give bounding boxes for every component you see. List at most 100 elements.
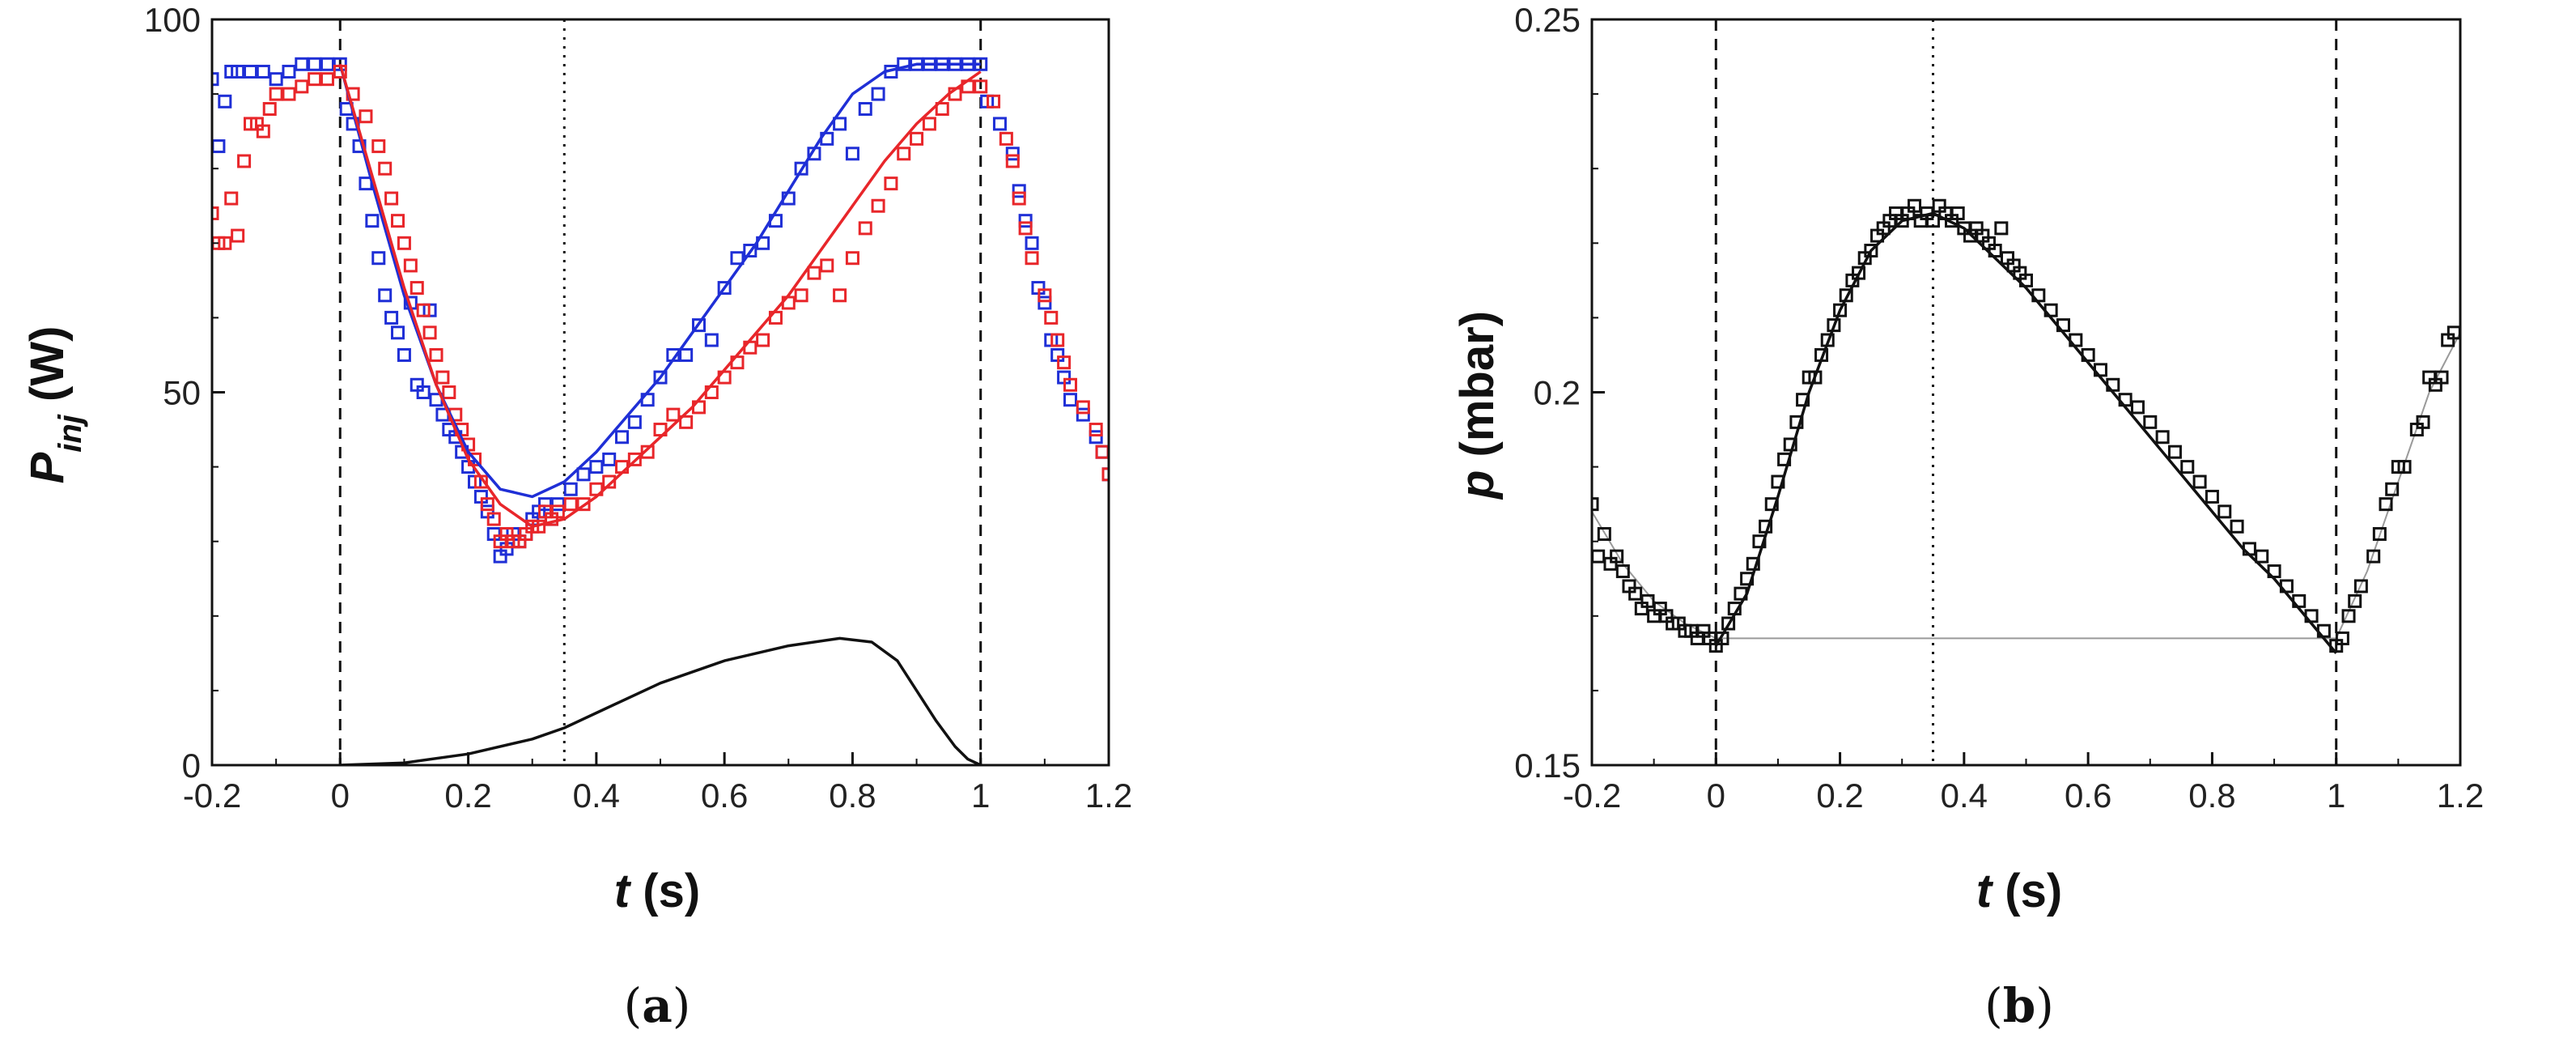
panel-a-blue-squares-point [730,251,745,266]
panel-b-y-axis-title: p (mbar) [1451,311,1504,500]
panel-a-blue-squares-point [1005,147,1020,161]
panel-b-black-squares-point [1789,415,1804,429]
panel-a-red-squares-point [282,87,296,101]
panel-a-red-squares-point [974,79,988,94]
panel-a-red-squares-point [897,147,911,161]
panel-a-red-squares-point [756,333,770,347]
panel-a-blue-squares-point [897,57,911,71]
panel-b-black-squares-point [2255,549,2269,564]
panel-a-red-squares-point [999,131,1013,146]
panel-b-black-squares-point [1994,221,2009,236]
panel-b-x-tick-label: 1.2 [2437,776,2484,815]
panel-a-blue-squares-point [1038,296,1052,310]
panel-a-red-squares-point [442,385,456,399]
panel-b-black-squares-point [2353,579,2368,593]
panel-a: Pinj (W) t (s) (a) -0.2 0 0.2 0.4 0.6 0.8 1 1.2… [21,1,1132,1033]
panel-b-black-squares-point [2205,489,2219,504]
panel-b-black-squares-point [1852,266,1866,280]
panel-a-red-squares-point [359,109,373,124]
panel-a-red-squares-point [679,415,694,429]
panel-a-red-squares-point [486,512,501,526]
panel-a-red-squares-point [231,228,245,243]
panel-a-blue-squares-point [871,87,885,101]
panel-a-blue-squares-point [333,57,347,71]
panel-a-red-squares-point [1050,333,1065,347]
panel-b-black-squares-point [1808,370,1823,385]
panel-b-black-squares-point [2180,460,2195,474]
panel-b-black-fit-line [1714,211,2338,654]
panel-a-red-squares-point [397,236,411,250]
panel-a-blue-squares-point [384,310,399,325]
panel-a-blue-squares-point [653,370,668,385]
panel-a-red-squares-point [224,191,239,206]
panel-b-black-squares-point [2348,593,2362,608]
panel-b-x-axis-title: t (s) [1976,865,2062,917]
panel-a-blue-squares-point [371,251,386,266]
panel-b-black-squares-point [2416,415,2430,429]
panel-b-black-squares-point [2192,474,2207,489]
panel-a-blue-squares-point [391,325,405,340]
panel-b-black-squares-point [2155,430,2170,445]
panel-a-red-squares-point [384,191,399,206]
panel-a-blue-squares-point [576,467,591,482]
panel-a-x-tick-label: 0.4 [573,776,620,815]
panel-b-black-squares-point [2379,497,2393,512]
panel-a-red-squares-point [212,206,219,220]
panel-a-blue-squares-point [378,288,393,303]
panel-a-red-squares-point [794,288,808,303]
panel-a-red-squares-point [1012,191,1026,206]
panel-a-blue-squares-point [320,57,334,71]
panel-a-blue-squares-point [615,430,630,445]
panel-a-y-axis-title-variable: P [21,452,74,483]
panel-a-red-squares-point [627,452,642,466]
panel-a-red-squares-point [1101,467,1109,482]
panel-a-red-squares-point [922,117,936,131]
panel-b-black-squares-point [2372,526,2387,541]
panel-a-blue-squares-point [1063,393,1078,407]
panel-a-blue-squares-point [416,385,431,399]
panel-a-blue-squares-point [538,497,553,512]
panel-a-red-squares-point [1057,355,1072,370]
panel-a-x-axis-title: t (s) [614,865,700,917]
panel-a-red-squares-point [403,258,418,273]
panel-a-red-squares-point [1005,154,1020,168]
panel-a-red-squares-point [858,221,872,236]
panel-b-black-squares-point [2217,504,2232,519]
panel-a-red-squares-point [1038,288,1052,303]
panel-a-blue-squares-point [269,72,283,87]
panel-a-blue-squares-point [231,64,245,79]
panel-a-red-squares-point [295,79,309,94]
panel-a-red-squares-point [807,266,821,280]
panel-a-blue-squares-point [397,347,411,362]
panel-a-blue-squares-point [679,347,694,362]
panel-b-x-tick-label: 0.6 [2065,776,2111,815]
panel-a-black-curve-line [340,636,982,765]
panel-a-red-squares-point [256,124,270,138]
panel-b-black-squares-point [1926,214,1941,228]
panel-a-red-squares-point [410,281,424,296]
panel-a-blue-squares-point [308,57,322,71]
panel-b-black-squares-point [2130,400,2145,415]
panel-a-red-squares-point [1076,400,1090,415]
panel-a-y-axis-title: Pinj (W) [21,326,88,484]
panel-b-black-squares-point [2366,549,2381,564]
panel-b-x-tick-label: 0 [1707,776,1725,815]
panel-a-red-squares-point [935,102,949,117]
panel-a-red-squares-point [435,370,450,385]
panel-a-red-squares-point [1044,310,1059,325]
panel-a-blue-squares-point [833,117,847,131]
panel-a-x-tick-label: 0.6 [701,776,748,815]
panel-a-y-tick-label: 50 [163,374,201,412]
panel-a-blue-squares-point [691,318,706,333]
panel-a-blue-squares-point [1089,430,1103,445]
panel-a-red-squares-point [1089,423,1103,437]
panel-a-blue-squares-point [282,64,296,79]
panel-a-red-squares-point [602,474,617,489]
panel-a-red-squares-point [1063,377,1078,392]
panel-a-caption: (a) [624,978,691,1033]
panel-b-plot-area [1592,19,2460,765]
panel-b-black-squares-point [1610,549,1624,564]
panel-b-black-squares-point [2341,609,2356,623]
